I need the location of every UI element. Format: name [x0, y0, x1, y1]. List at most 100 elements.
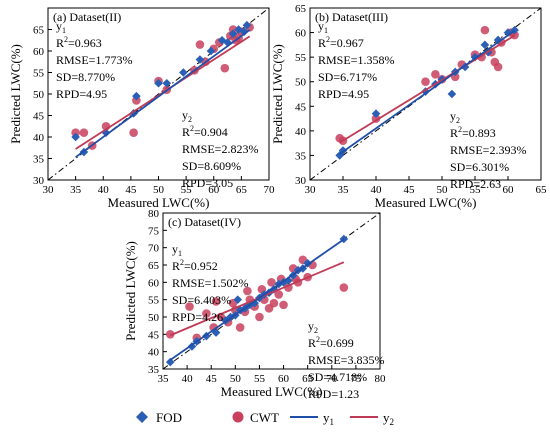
- x-tick-label: 70: [326, 373, 338, 385]
- fod-point: [447, 89, 457, 99]
- x-tick-label: 50: [437, 184, 449, 196]
- stats-r2: R2=0.952: [172, 258, 218, 273]
- x-axis-label: Measured LWC(%): [375, 195, 477, 210]
- stats-rpd: RPD=3.05: [182, 176, 233, 190]
- x-axis-label: Measured LWC(%): [221, 384, 323, 399]
- plot-frame: [309, 7, 542, 181]
- y-tick-label: 45: [148, 329, 160, 341]
- y-tick-label: 50: [295, 77, 307, 89]
- cwt-point: [235, 323, 245, 332]
- x-tick-label: 50: [153, 184, 165, 196]
- stats-r2: R2=0.967: [318, 35, 364, 50]
- stats-model-label: y1: [172, 242, 182, 258]
- plot-area: [310, 8, 541, 180]
- x-tick-label: 70: [264, 184, 276, 196]
- x-tick-label: 35: [158, 373, 170, 385]
- fod-point: [269, 284, 279, 294]
- y-axis-label: Predicted LWC(%): [123, 241, 138, 341]
- cwt-point: [493, 62, 503, 72]
- stats-rpd: RPD=1.23: [308, 387, 359, 401]
- stats-rpd: RPD=2.63: [450, 177, 501, 191]
- fod-point: [217, 35, 227, 45]
- cwt-point: [269, 298, 279, 308]
- x-tick-label: 60: [208, 184, 220, 196]
- panel-a: 30 35 40 45 50 55 60 65 70 30 35 40 45 50 55 60 65 Measur…: [8, 7, 276, 210]
- x-tick-label: 65: [536, 184, 548, 196]
- cwt-point: [211, 297, 221, 306]
- cwt-point: [185, 302, 194, 311]
- fod-point: [233, 295, 243, 304]
- cwt-point: [202, 309, 211, 318]
- fod-point: [480, 40, 490, 50]
- y-axis-label: Predicted LWC(%): [8, 44, 23, 144]
- legend-fod-marker: [136, 411, 148, 423]
- stats-sd: SD=4.718%: [308, 370, 367, 384]
- cwt-point: [195, 40, 205, 49]
- cwt-point: [480, 25, 490, 35]
- fod-point: [493, 35, 503, 45]
- stats-r2: R2=0.699: [308, 335, 354, 350]
- panel-label: (b) Dataset(III): [315, 10, 388, 24]
- y-tick-label: 80: [148, 208, 160, 220]
- legend: FOD CWT y1 y2: [136, 410, 394, 427]
- stats-rpd: RPD=4.95: [56, 87, 107, 101]
- fod-point: [264, 288, 274, 298]
- legend-y1-label: y1: [323, 410, 334, 427]
- fod-point: [250, 298, 259, 308]
- x-tick-label: 45: [404, 184, 416, 196]
- fod-point: [234, 25, 243, 34]
- legend-y2-label: y2: [383, 410, 394, 427]
- fod-point: [165, 357, 175, 367]
- y1-regression-line: [169, 238, 345, 361]
- stats-r2: R2=0.904: [182, 124, 228, 139]
- fod-point: [132, 91, 141, 101]
- y-tick-label: 65: [33, 25, 45, 37]
- fod-point: [101, 128, 111, 137]
- y-tick-label: 55: [33, 68, 45, 80]
- stats-rmse: RMSE=2.823%: [182, 142, 258, 156]
- fod-point: [242, 20, 252, 30]
- x-tick-label: 40: [371, 184, 383, 196]
- cwt-point: [274, 290, 284, 299]
- fod-point: [239, 27, 249, 36]
- stats-sd: SD=6.403%: [172, 293, 231, 307]
- legend-cwt-label: CWT: [250, 410, 279, 425]
- stats-sd: SD=8.770%: [56, 70, 115, 84]
- y-tick-label: 35: [33, 154, 45, 166]
- cwt-point: [220, 63, 230, 73]
- y-axis-label: Predicted LWC(%): [270, 44, 285, 144]
- x-tick-label: 80: [375, 373, 387, 385]
- plot-frame: [162, 212, 381, 370]
- legend-y2-main: y: [383, 410, 390, 425]
- y-tick-label: 70: [148, 243, 160, 255]
- stats-rmse: RMSE=1.502%: [172, 276, 248, 290]
- legend-y1-main: y: [323, 410, 330, 425]
- stats-r2: R2=0.893: [450, 125, 496, 140]
- x-tick-label: 30: [305, 184, 317, 196]
- x-tick-label: 65: [302, 373, 314, 385]
- cwt-point: [339, 283, 349, 292]
- y-tick-label: 40: [33, 132, 45, 144]
- x-tick-label: 60: [278, 373, 290, 385]
- legend-y2-sub: 2: [390, 417, 395, 427]
- fod-point: [211, 328, 221, 337]
- fod-point: [279, 278, 288, 287]
- y-tick-label: 45: [33, 111, 45, 123]
- fod-point: [187, 342, 197, 351]
- cwt-point: [165, 330, 175, 339]
- y-tick-label: 60: [295, 28, 307, 40]
- x-tick-label: 30: [43, 184, 55, 196]
- stats-sd: SD=8.609%: [182, 159, 241, 173]
- x-tick-label: 40: [182, 373, 194, 385]
- y-tick-label: 30: [295, 175, 307, 187]
- panel-label: (a) Dataset(II): [53, 10, 121, 24]
- cwt-point: [421, 77, 430, 87]
- legend-fod-label: FOD: [156, 410, 182, 425]
- y-tick-label: 65: [148, 260, 160, 272]
- panel-b: 30 35 40 45 50 55 60 65 30 35 40 45 50 55 60 65 Measured…: [270, 3, 547, 210]
- stats-rmse: RMSE=1.773%: [56, 53, 132, 67]
- stats-rmse: RMSE=1.358%: [318, 53, 394, 67]
- stats-model-label: y2: [308, 319, 318, 335]
